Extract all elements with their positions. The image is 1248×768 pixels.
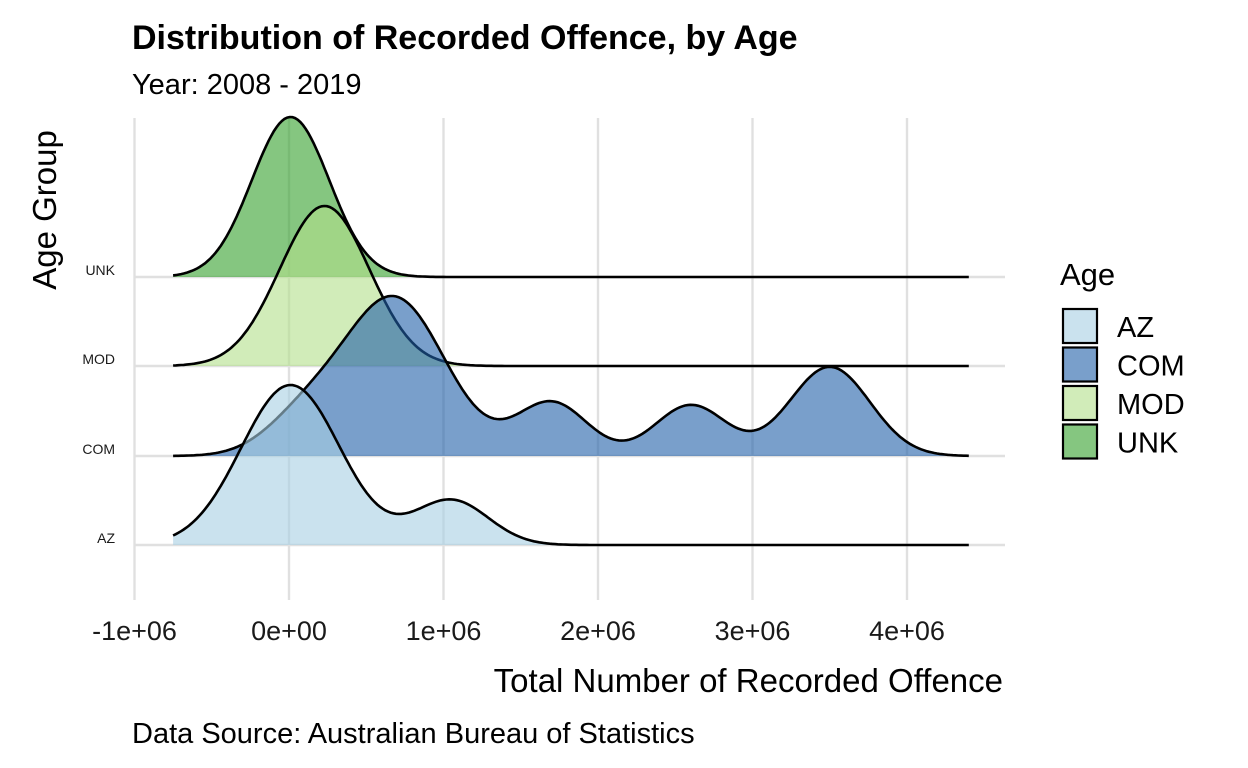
legend: Age AZ COM MOD UNK bbox=[1060, 257, 1185, 460]
ridge-fill-com bbox=[173, 296, 969, 456]
ridge-line-az bbox=[172, 383, 969, 547]
ridge-fill-unk bbox=[173, 117, 969, 277]
y-tick-label: AZ bbox=[97, 530, 115, 546]
x-tick-label: 0e+00 bbox=[251, 616, 327, 646]
ridge-fill-az bbox=[173, 385, 969, 545]
chart-subtitle: Year: 2008 - 2019 bbox=[132, 69, 362, 101]
x-axis-title: Total Number of Recorded Offence bbox=[494, 662, 1003, 699]
y-tick-label: UNK bbox=[85, 262, 115, 278]
legend-label: AZ bbox=[1117, 312, 1154, 344]
y-axis-title: Age Group bbox=[26, 130, 63, 290]
legend-swatch-az bbox=[1061, 307, 1099, 345]
legend-swatch-unk bbox=[1061, 423, 1099, 460]
chart-caption: Data Source: Australian Bureau of Statis… bbox=[132, 718, 695, 750]
x-tick-label: 4e+06 bbox=[869, 616, 945, 646]
y-tick-label: MOD bbox=[82, 351, 115, 367]
x-tick-label: 2e+06 bbox=[560, 616, 636, 646]
legend-title: Age bbox=[1060, 257, 1115, 292]
legend-swatch-com bbox=[1061, 346, 1099, 383]
legend-label: UNK bbox=[1117, 428, 1179, 460]
x-tick-label: 1e+06 bbox=[406, 616, 482, 646]
x-tick-label: 3e+06 bbox=[715, 616, 791, 646]
x-axis-ticks: -1e+06 0e+00 1e+06 2e+06 3e+06 4e+06 bbox=[92, 616, 945, 646]
legend-label: COM bbox=[1117, 351, 1185, 383]
ridge-line-mod bbox=[173, 204, 969, 368]
legend-swatch-mod bbox=[1061, 384, 1099, 422]
ridge-line-com bbox=[173, 294, 969, 458]
y-axis-ticks: AZ COM MOD UNK bbox=[82, 262, 115, 546]
legend-label: MOD bbox=[1117, 389, 1185, 421]
y-tick-label: COM bbox=[82, 441, 115, 457]
ridge-line-unk bbox=[172, 115, 969, 279]
x-tick-label: -1e+06 bbox=[92, 616, 177, 646]
density-ridges bbox=[172, 115, 969, 547]
chart-title: Distribution of Recorded Offence, by Age bbox=[132, 19, 798, 57]
